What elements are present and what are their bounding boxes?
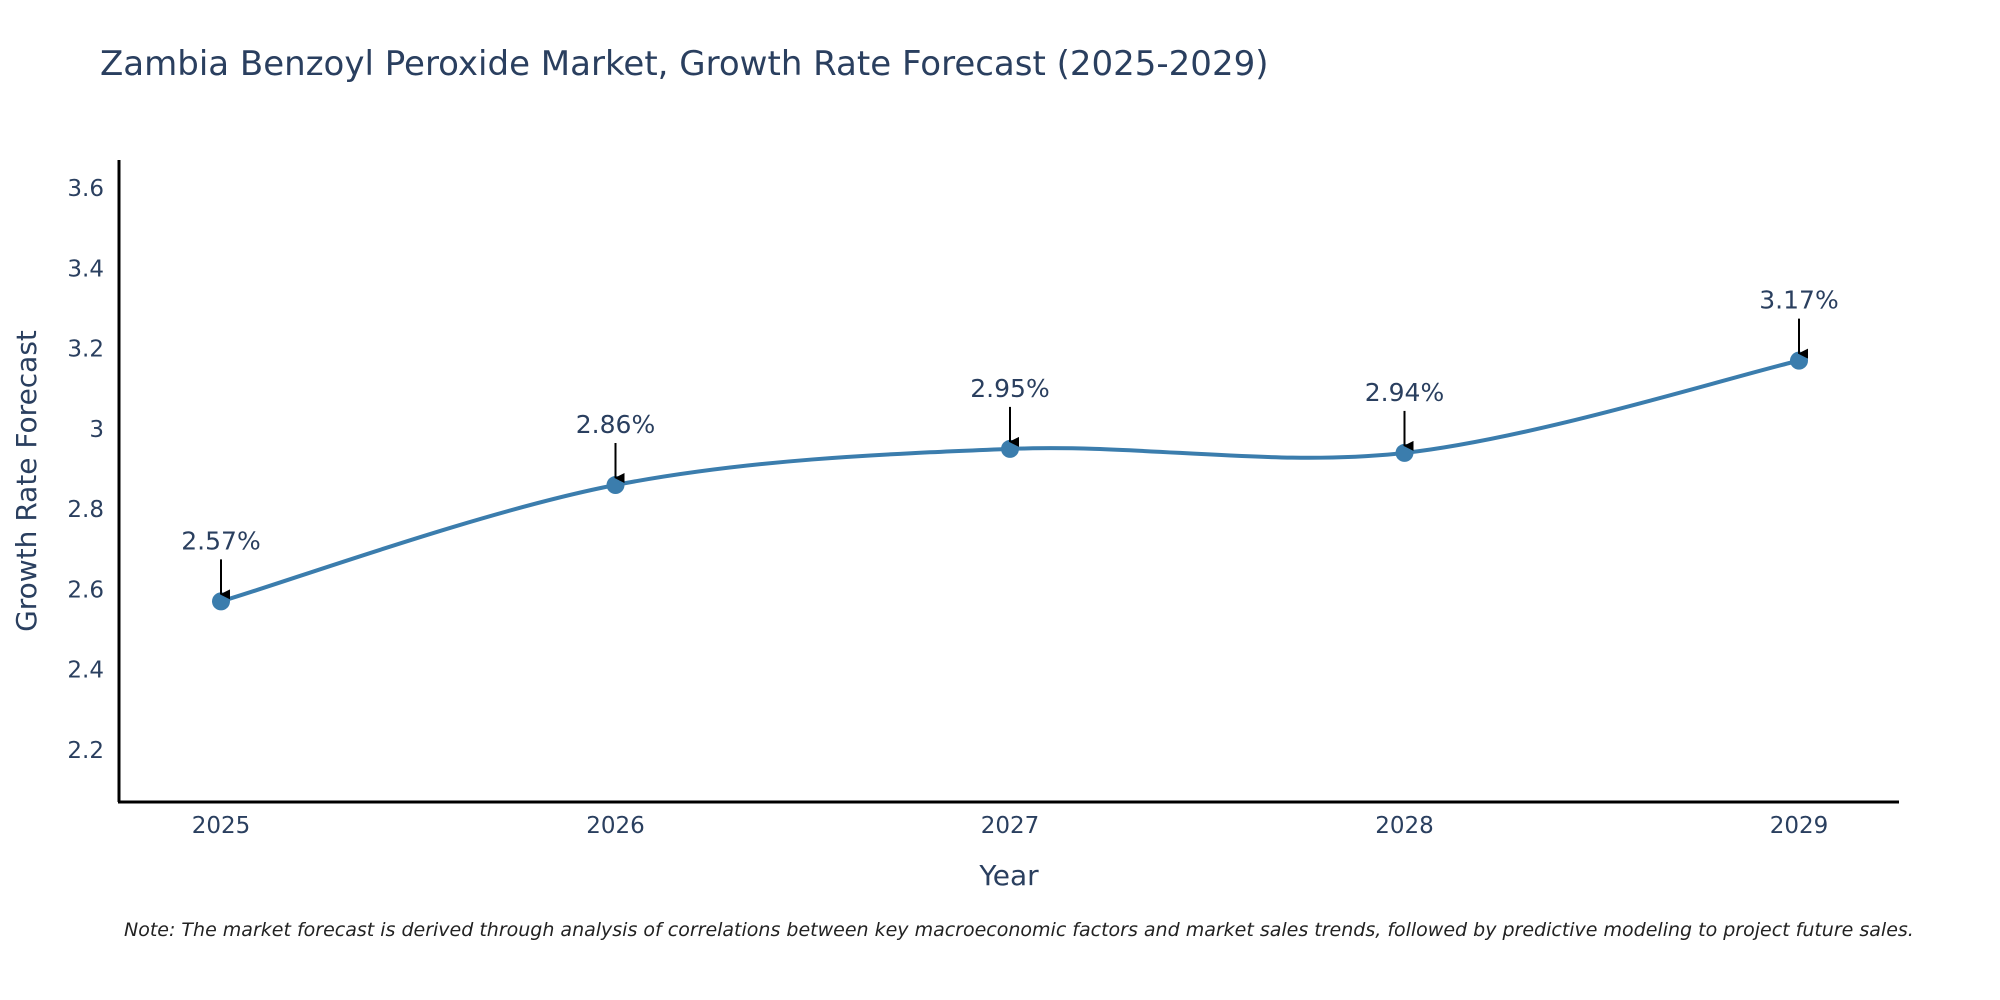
x-tick-label: 2026 — [586, 813, 645, 839]
data-label: 2.86% — [576, 410, 655, 439]
x-tick-label: 2029 — [1770, 813, 1829, 839]
y-tick-label: 3.2 — [67, 337, 104, 363]
data-point — [606, 476, 625, 495]
y-tick-label: 3 — [89, 417, 104, 443]
data-point — [1395, 443, 1414, 462]
y-tick-label: 2.2 — [67, 738, 104, 764]
chart-note: Note: The market forecast is derived thr… — [124, 919, 1914, 941]
chart-title: Zambia Benzoyl Peroxide Market, Growth R… — [100, 44, 1269, 84]
data-point — [1790, 351, 1808, 370]
y-tick-label: 2.8 — [67, 497, 104, 523]
y-axis-ticks: 2.2 2.4 2.6 2.8 3 3.2 3.4 3.6 — [67, 176, 104, 764]
data-annotations: 2.57% 2.86% 2.95% 2.94% 3.17% — [181, 286, 1839, 600]
y-axis-title: Growth Rate Forecast — [10, 330, 43, 632]
y-tick-label: 2.4 — [67, 658, 104, 684]
x-axis-title: Year — [978, 859, 1039, 892]
data-label: 2.57% — [181, 526, 260, 555]
y-tick-label: 2.6 — [67, 577, 104, 603]
x-tick-label: 2028 — [1375, 813, 1434, 839]
data-label: 2.95% — [970, 374, 1049, 403]
x-tick-label: 2025 — [192, 813, 251, 839]
data-point — [212, 592, 230, 611]
data-label: 2.94% — [1365, 378, 1444, 407]
data-label: 3.17% — [1759, 286, 1838, 315]
x-tick-label: 2027 — [981, 813, 1040, 839]
x-axis-ticks: 2025 2026 2027 2028 2029 — [192, 813, 1829, 839]
y-tick-label: 3.4 — [67, 256, 104, 282]
data-point — [1001, 439, 1019, 458]
y-tick-label: 3.6 — [67, 176, 104, 202]
